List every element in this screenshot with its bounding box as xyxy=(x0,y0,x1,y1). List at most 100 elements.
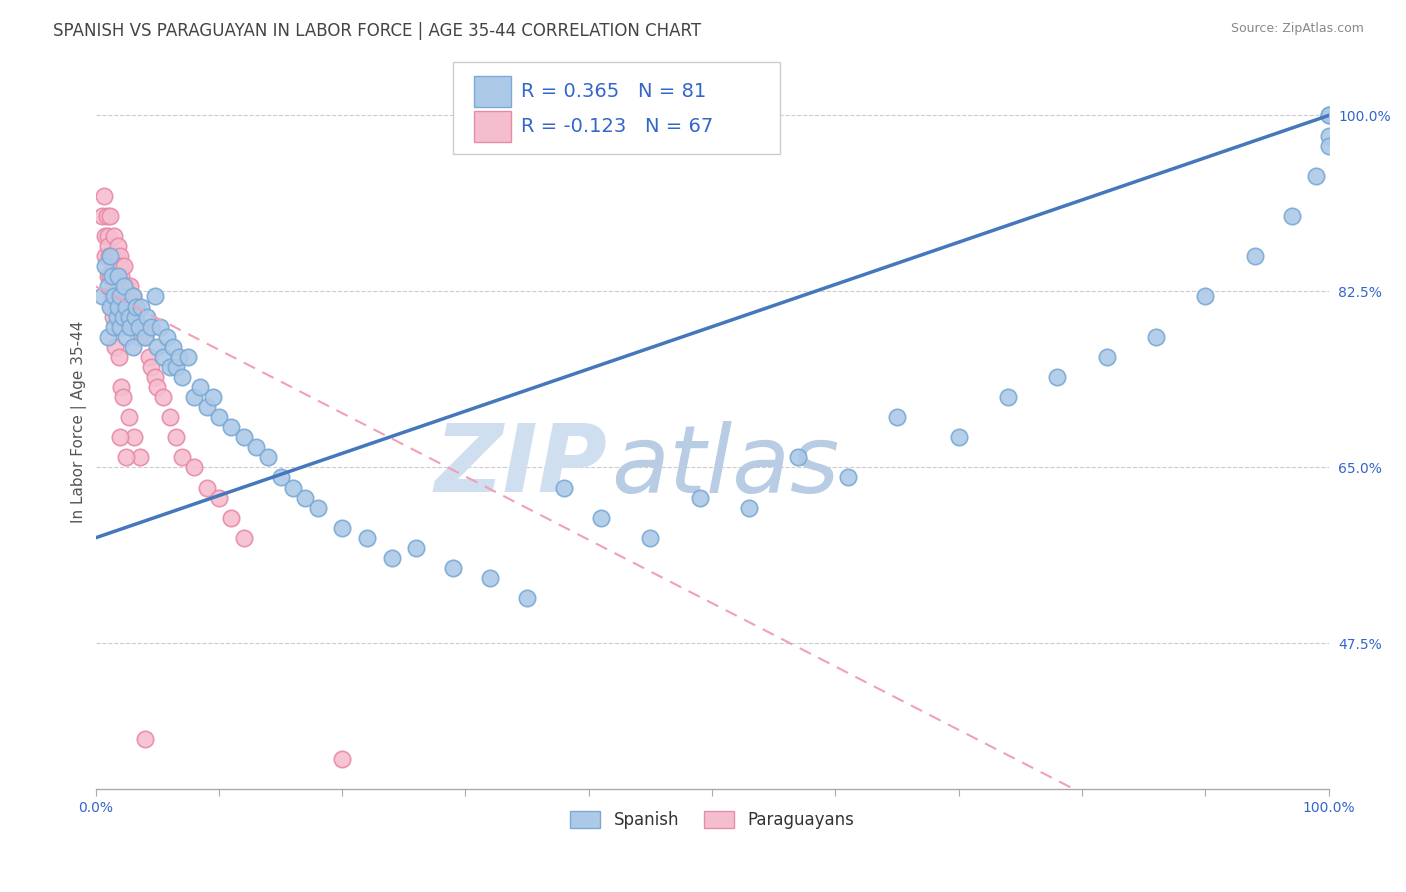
Point xyxy=(105,310,128,324)
Point xyxy=(97,279,120,293)
Point xyxy=(124,310,146,324)
FancyBboxPatch shape xyxy=(453,62,780,154)
Point xyxy=(152,390,174,404)
Point xyxy=(114,300,136,314)
Point xyxy=(1046,370,1069,384)
Point xyxy=(90,289,112,303)
Point xyxy=(96,209,118,223)
Point xyxy=(100,300,122,314)
Point xyxy=(103,229,125,244)
Point xyxy=(143,370,166,384)
Point xyxy=(94,229,117,244)
Point xyxy=(136,310,159,324)
Point xyxy=(101,260,124,274)
Point xyxy=(170,370,193,384)
Point xyxy=(90,209,112,223)
Legend: Spanish, Paraguayans: Spanish, Paraguayans xyxy=(564,805,860,836)
Point xyxy=(165,359,187,374)
Point xyxy=(112,260,135,274)
Point xyxy=(125,300,148,314)
Point xyxy=(103,289,125,303)
Point xyxy=(138,350,160,364)
Point xyxy=(118,310,141,324)
Point xyxy=(110,289,132,303)
Point xyxy=(93,189,115,203)
Point xyxy=(134,329,156,343)
Point xyxy=(330,521,353,535)
Text: Source: ZipAtlas.com: Source: ZipAtlas.com xyxy=(1230,22,1364,36)
Point xyxy=(307,500,329,515)
Point xyxy=(689,491,711,505)
Point xyxy=(948,430,970,444)
Point xyxy=(152,350,174,364)
Text: R = -0.123   N = 67: R = -0.123 N = 67 xyxy=(522,117,713,136)
Point xyxy=(101,310,124,324)
FancyBboxPatch shape xyxy=(474,111,512,142)
Point xyxy=(479,571,502,585)
Point xyxy=(105,289,128,303)
Point xyxy=(103,249,125,263)
Point xyxy=(97,329,120,343)
Point xyxy=(195,481,218,495)
Point xyxy=(108,350,131,364)
Point xyxy=(183,460,205,475)
Point xyxy=(183,390,205,404)
Point xyxy=(100,269,122,284)
Point xyxy=(121,289,143,303)
Point xyxy=(156,329,179,343)
Text: R = 0.365   N = 81: R = 0.365 N = 81 xyxy=(522,81,706,101)
Point xyxy=(997,390,1019,404)
Point xyxy=(110,430,132,444)
Point xyxy=(103,279,125,293)
Point xyxy=(1281,209,1303,223)
Point xyxy=(232,430,254,444)
Text: SPANISH VS PARAGUAYAN IN LABOR FORCE | AGE 35-44 CORRELATION CHART: SPANISH VS PARAGUAYAN IN LABOR FORCE | A… xyxy=(53,22,702,40)
Point xyxy=(245,440,267,454)
Point xyxy=(170,450,193,465)
Point xyxy=(115,279,138,293)
Point xyxy=(128,319,150,334)
Point xyxy=(787,450,810,465)
Point xyxy=(98,269,121,284)
Point xyxy=(98,249,121,263)
Point xyxy=(1144,329,1167,343)
Point xyxy=(115,450,138,465)
Point xyxy=(97,229,120,244)
Point xyxy=(111,390,134,404)
Point xyxy=(98,209,121,223)
Point xyxy=(553,481,575,495)
Point xyxy=(118,410,141,425)
Point xyxy=(169,350,191,364)
Point xyxy=(270,470,292,484)
Point xyxy=(281,481,304,495)
Point xyxy=(115,310,138,324)
Point xyxy=(94,260,117,274)
Point xyxy=(143,289,166,303)
Point xyxy=(738,500,761,515)
Point xyxy=(107,239,129,253)
Point xyxy=(134,329,156,343)
Point xyxy=(115,300,138,314)
Point xyxy=(886,410,908,425)
Point xyxy=(1317,108,1340,122)
Point xyxy=(105,249,128,263)
Point xyxy=(120,279,142,293)
Point xyxy=(110,380,132,394)
Point xyxy=(100,249,122,263)
Point xyxy=(111,310,134,324)
Point xyxy=(97,239,120,253)
Point xyxy=(111,289,134,303)
Point xyxy=(1317,128,1340,143)
Point xyxy=(98,249,121,263)
Point xyxy=(294,491,316,505)
Point xyxy=(380,550,402,565)
Point xyxy=(837,470,859,484)
Point xyxy=(94,249,117,263)
Point xyxy=(110,260,132,274)
Text: atlas: atlas xyxy=(612,421,839,512)
Point xyxy=(219,420,242,434)
Point xyxy=(120,319,142,334)
Point xyxy=(104,269,127,284)
Point xyxy=(128,329,150,343)
Point xyxy=(112,279,135,293)
